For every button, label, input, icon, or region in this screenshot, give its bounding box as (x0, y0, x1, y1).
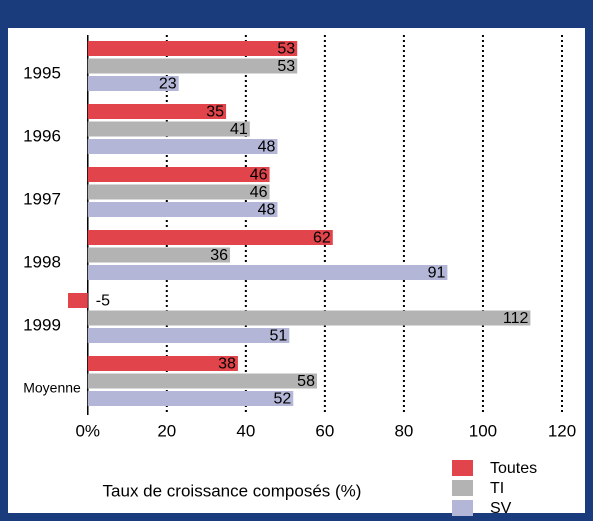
legend-label: TI (490, 480, 504, 497)
legend-label: SV (490, 500, 512, 517)
x-tick-label: 80 (394, 421, 413, 440)
data-label: 52 (273, 391, 291, 408)
data-label: 36 (210, 247, 228, 264)
y-tick-label: 1999 (23, 315, 61, 334)
data-label: 41 (230, 121, 248, 138)
y-tick-label: Moyenne (23, 380, 81, 396)
bar (87, 265, 448, 280)
bar (87, 184, 270, 200)
x-tick-label: 20 (157, 421, 176, 440)
bar (87, 230, 333, 245)
bar (87, 104, 227, 119)
legend-swatch (452, 500, 473, 516)
x-tick-label: 40 (236, 421, 255, 440)
bar (87, 76, 179, 91)
data-label: 46 (250, 184, 268, 201)
data-label: 46 (250, 167, 268, 184)
data-label: 112 (503, 310, 529, 327)
bar (87, 41, 298, 56)
bar (87, 356, 238, 371)
y-tick-label: 1998 (23, 252, 61, 271)
bar (87, 328, 290, 343)
data-label: 23 (159, 76, 177, 93)
legend-label: Toutes (490, 460, 537, 477)
bar (87, 202, 278, 217)
bar (87, 391, 294, 406)
legend-swatch (452, 460, 473, 476)
data-label: -5 (96, 293, 110, 310)
data-label: 48 (258, 139, 276, 156)
y-tick-label: 1996 (23, 126, 61, 145)
data-label: 91 (428, 265, 446, 282)
data-label: 51 (270, 328, 288, 345)
legend-swatch (452, 480, 473, 496)
x-tick-label: 0% (75, 421, 100, 440)
bar (87, 310, 531, 326)
data-label: 38 (218, 356, 236, 373)
data-label: 48 (258, 202, 276, 219)
bar (87, 139, 278, 154)
x-tick-label: 100 (469, 421, 497, 440)
data-label: 53 (277, 41, 295, 58)
data-label: 58 (297, 373, 315, 390)
x-axis-label: Taux de croissance composés (%) (103, 481, 362, 500)
x-tick-label: 60 (315, 421, 334, 440)
bar (87, 247, 231, 263)
data-label: 53 (277, 58, 295, 75)
bar (87, 58, 298, 74)
bar (68, 293, 88, 308)
bar (87, 121, 250, 137)
bar (87, 373, 317, 389)
y-tick-label: 1997 (23, 189, 61, 208)
bar (87, 167, 270, 182)
data-label: 62 (313, 230, 331, 247)
data-label: 35 (206, 104, 224, 121)
x-tick-label: 120 (548, 421, 576, 440)
y-tick-label: 1995 (23, 63, 61, 82)
